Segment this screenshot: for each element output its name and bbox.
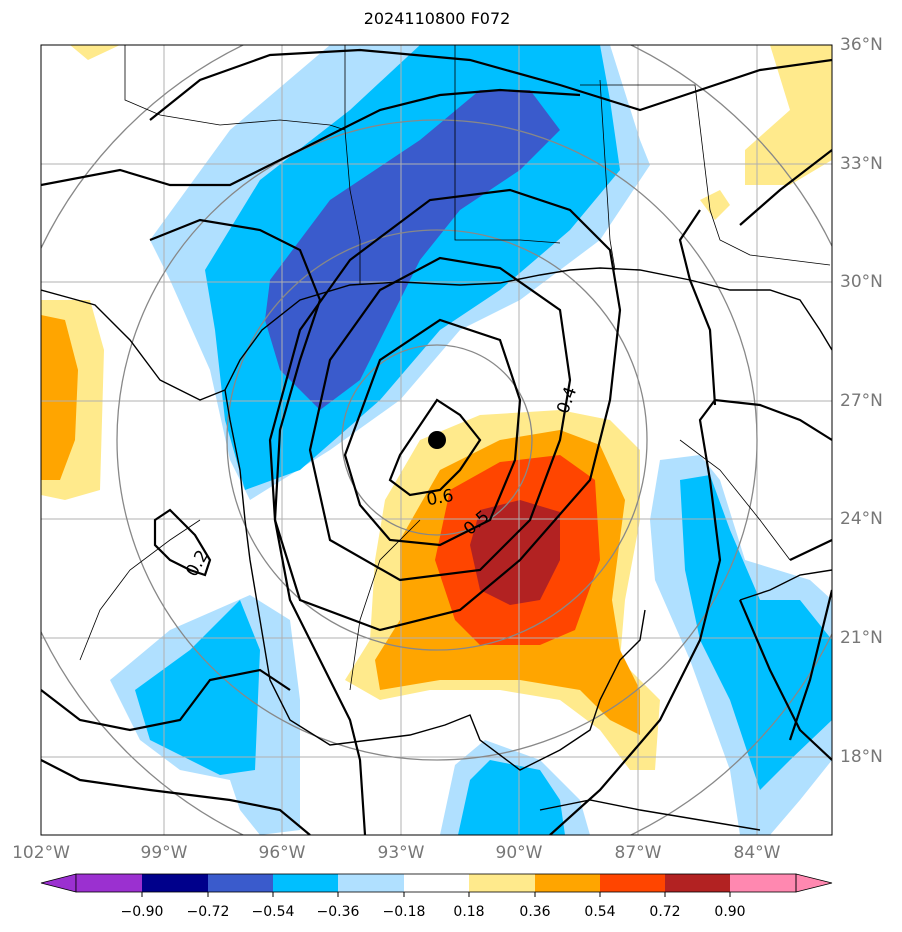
colorbar-tick-label: −0.54 [251, 904, 295, 920]
lon-label: 87°W [614, 843, 662, 863]
lon-label: 93°W [377, 843, 425, 863]
colorbar-extend-low [40, 873, 77, 893]
map-title: 2024110800 F072 [363, 9, 511, 28]
height-contours [41, 48, 832, 835]
contour-label: 0.2 [182, 547, 213, 580]
colorbar-tick-label: −0.36 [316, 904, 360, 920]
lon-label: 90°W [495, 843, 543, 863]
lat-label: 33°N [840, 154, 883, 174]
lon-label: 84°W [733, 843, 781, 863]
colorbar-tick-label: −0.90 [120, 904, 164, 920]
colorbar-tick-label: 0.54 [584, 904, 616, 920]
colorbar-tick-label: −0.18 [382, 904, 426, 920]
lat-label: 27°N [840, 391, 883, 411]
lat-label: 24°N [840, 509, 883, 529]
colorbar-tick-label: 0.72 [649, 904, 681, 920]
colorbar-tick-label: 0.18 [453, 904, 485, 920]
lat-label: 30°N [840, 272, 883, 292]
lon-label: 99°W [140, 843, 188, 863]
lon-label: 96°W [258, 843, 306, 863]
colorbar-tick-label: 0.36 [519, 904, 551, 920]
coastlines [41, 45, 832, 831]
lat-label: 36°N [840, 35, 883, 55]
lon-label: 102°W [12, 843, 70, 863]
colorbar-extend-high [795, 873, 833, 893]
range-rings [41, 45, 832, 835]
map-frame [40, 44, 833, 836]
lat-label: 21°N [840, 628, 883, 648]
contour-label: 0.6 [425, 486, 455, 510]
colorbar-tick-label: 0.90 [714, 904, 746, 920]
colorbar [40, 873, 833, 897]
contour-label: 0.4 [553, 384, 581, 416]
filled-contours [41, 45, 832, 835]
colorbar-tick-label: −0.72 [186, 904, 230, 920]
storm-center-marker [428, 431, 446, 449]
lat-label: 18°N [840, 747, 883, 767]
